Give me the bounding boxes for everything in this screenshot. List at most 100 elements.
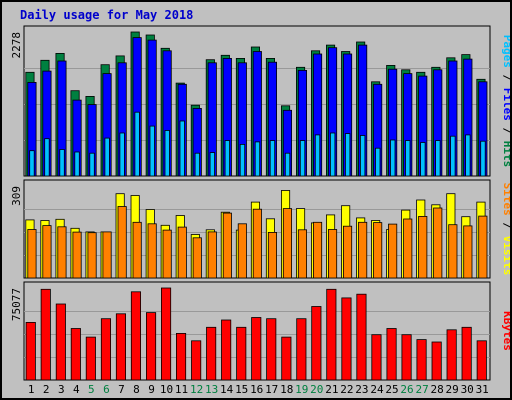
y-axis-label-part: / xyxy=(501,68,510,88)
bar-sites-day-6 xyxy=(102,231,112,279)
x-tick-label: 9 xyxy=(148,383,155,396)
x-tick-label: 16 xyxy=(250,383,263,396)
bar-pages-day-15 xyxy=(239,143,246,177)
bar-kbytes-day-26 xyxy=(401,334,412,381)
x-tick-label: 29 xyxy=(445,383,458,396)
bar-sites-day-26 xyxy=(403,218,413,279)
x-tick-label: 22 xyxy=(340,383,353,396)
bar-sites-day-25 xyxy=(388,223,398,279)
y-axis-label: KBytes xyxy=(501,311,510,351)
bar-pages-day-26 xyxy=(405,140,411,177)
bar-pages-day-10 xyxy=(164,130,170,177)
y-axis-label-part: Pages xyxy=(501,35,510,68)
bar-kbytes-day-30 xyxy=(461,326,472,381)
bar-sites-day-27 xyxy=(418,215,428,279)
bar-sites-day-20 xyxy=(312,221,323,279)
bar-pages-day-31 xyxy=(480,140,486,177)
bar-pages-day-16 xyxy=(254,141,261,177)
x-tick-label: 19 xyxy=(295,383,308,396)
x-tick-label: 13 xyxy=(205,383,218,396)
bar-sites-day-18 xyxy=(282,208,292,279)
bar-kbytes-day-4 xyxy=(70,328,81,381)
bar-pages-day-25 xyxy=(390,139,396,177)
bar-pages-day-22 xyxy=(344,133,351,177)
bar-sites-day-16 xyxy=(252,208,262,279)
bar-kbytes-day-23 xyxy=(356,293,367,381)
bar-kbytes-day-25 xyxy=(386,328,397,381)
bar-kbytes-day-28 xyxy=(431,341,442,381)
bar-kbytes-day-24 xyxy=(371,334,382,381)
y-axis-label-part: Hits xyxy=(501,141,510,168)
bar-sites-day-24 xyxy=(373,222,383,279)
bar-pages-day-2 xyxy=(44,138,50,177)
bar-pages-day-5 xyxy=(89,152,95,177)
x-tick-label: 1 xyxy=(28,383,35,396)
x-tick-label: 17 xyxy=(265,383,278,396)
bar-kbytes-day-14 xyxy=(221,319,232,381)
panel-middle: 309 Sites / Visits xyxy=(10,179,510,279)
x-tick-label: 6 xyxy=(103,383,110,396)
bar-sites-day-11 xyxy=(177,226,187,279)
x-tick-label: 2 xyxy=(43,383,50,396)
bar-kbytes-day-13 xyxy=(206,326,217,381)
bar-kbytes-day-31 xyxy=(476,340,487,381)
bar-sites-day-14 xyxy=(222,212,232,279)
bar-kbytes-day-10 xyxy=(160,287,172,381)
y-axis-label-part: Files xyxy=(501,88,510,121)
x-tick-label: 20 xyxy=(310,383,323,396)
y-max-label: 2278 xyxy=(10,32,23,59)
bar-sites-day-7 xyxy=(117,206,127,279)
x-tick-label: 11 xyxy=(175,383,188,396)
bar-pages-day-11 xyxy=(179,120,185,177)
x-tick-label: 5 xyxy=(88,383,95,396)
bar-kbytes-day-12 xyxy=(191,340,202,381)
bar-sites-day-5 xyxy=(87,232,97,279)
bar-sites-day-1 xyxy=(27,229,37,279)
bar-kbytes-day-18 xyxy=(281,336,292,381)
bar-sites-day-19 xyxy=(297,229,307,279)
x-tick-label: 15 xyxy=(235,383,248,396)
y-axis-label-part: / xyxy=(501,216,510,236)
bar-kbytes-day-19 xyxy=(296,318,307,381)
bar-pages-day-3 xyxy=(59,149,65,177)
bar-kbytes-day-6 xyxy=(100,318,112,381)
bar-pages-day-9 xyxy=(149,125,155,177)
bar-kbytes-day-29 xyxy=(446,329,457,381)
y-axis-label-part: Sites xyxy=(501,183,510,216)
x-tick-label: 12 xyxy=(190,383,203,396)
bar-kbytes-day-2 xyxy=(40,288,51,381)
bar-pages-day-4 xyxy=(74,151,80,177)
bar-sites-day-28 xyxy=(433,207,443,279)
bar-pages-day-8 xyxy=(134,111,140,177)
panel-top: 2278 Pages / Files / Hits xyxy=(10,25,510,177)
bar-kbytes-day-27 xyxy=(416,339,427,381)
bar-sites-day-4 xyxy=(72,231,82,279)
bar-pages-day-20 xyxy=(314,134,321,177)
y-max-label: 75077 xyxy=(10,288,23,321)
x-tick-label: 28 xyxy=(430,383,443,396)
x-tick-label: 24 xyxy=(370,383,384,396)
bar-kbytes-day-1 xyxy=(25,321,36,381)
bar-pages-day-12 xyxy=(194,152,201,177)
bar-sites-day-9 xyxy=(147,223,157,279)
y-axis-label: Sites / Visits xyxy=(501,183,510,276)
bar-kbytes-day-21 xyxy=(326,288,337,381)
x-tick-label: 3 xyxy=(58,383,65,396)
x-tick-label: 26 xyxy=(400,383,413,396)
x-tick-label: 30 xyxy=(461,383,474,396)
bar-sites-day-31 xyxy=(478,215,488,279)
bar-sites-day-30 xyxy=(463,225,473,279)
bar-kbytes-day-7 xyxy=(115,313,127,381)
bar-pages-day-28 xyxy=(435,140,441,177)
bar-kbytes-day-15 xyxy=(236,326,247,381)
y-axis-label-part: / xyxy=(501,121,510,141)
bar-kbytes-day-22 xyxy=(341,297,352,381)
bar-sites-day-8 xyxy=(132,221,142,279)
bar-sites-day-12 xyxy=(192,237,202,279)
bar-pages-day-24 xyxy=(375,147,381,177)
bar-pages-day-7 xyxy=(119,132,125,177)
bar-kbytes-day-5 xyxy=(85,336,96,381)
x-tick-label: 27 xyxy=(415,383,428,396)
bar-sites-day-3 xyxy=(57,226,67,279)
